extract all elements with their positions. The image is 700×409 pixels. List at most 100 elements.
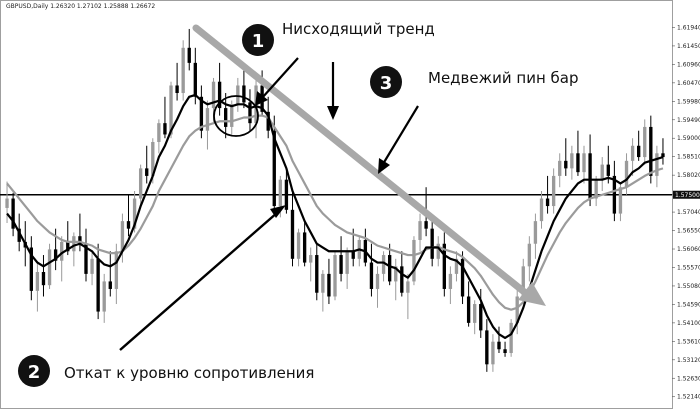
y-tick-label: 1.59000	[677, 135, 700, 142]
candle-body	[120, 221, 125, 252]
candle-body	[132, 198, 137, 229]
candle-body	[643, 126, 647, 158]
candle-body	[66, 241, 70, 252]
candle-body	[527, 243, 532, 267]
candle-body	[169, 85, 173, 135]
candle-body	[612, 175, 617, 214]
candle-body	[327, 273, 331, 297]
y-tick-label: 1.61450	[677, 43, 700, 50]
candle-body	[157, 123, 161, 142]
plot-frame	[0, 0, 673, 409]
candle-body	[72, 236, 76, 252]
candle-body	[60, 241, 64, 261]
candle-body	[333, 255, 337, 297]
candles	[5, 28, 665, 372]
candle-body	[302, 232, 307, 263]
badge-2: 2	[18, 355, 50, 387]
candle-body	[345, 251, 349, 274]
label-bearish-pinbar: Медвежий пин бар	[428, 69, 578, 87]
candle-body	[181, 47, 185, 94]
candle-body	[588, 153, 592, 199]
candle-body	[78, 236, 82, 244]
y-tick-label: 1.54100	[677, 320, 700, 327]
candle-body	[236, 85, 240, 105]
y-tick-label: 1.53610	[677, 338, 700, 345]
candle-body	[442, 243, 446, 289]
candle-body	[545, 198, 550, 207]
down-arrow	[327, 62, 339, 120]
candle-body	[278, 179, 283, 207]
candle-body	[551, 175, 556, 207]
candle-body	[309, 255, 313, 263]
highlight-ellipse	[213, 95, 259, 137]
candle-body	[126, 221, 131, 229]
arrow-pullback	[119, 205, 286, 351]
candle-body	[29, 247, 34, 291]
y-tick-label: 1.54590	[677, 301, 700, 308]
candle-body	[296, 232, 301, 259]
candle-body	[381, 255, 386, 274]
y-tick-label: 1.55080	[677, 283, 700, 290]
candle-body	[375, 273, 380, 289]
candle-body	[430, 228, 434, 259]
candle-body	[600, 164, 604, 180]
candle-body	[145, 168, 149, 176]
candle-body	[509, 322, 513, 354]
y-axis: 1.61940 1.61450 1.60960 1.60470 1.59980 1.594…	[672, 24, 700, 401]
y-tick-label: 1.57040	[677, 209, 700, 216]
badge-1-text: 1	[252, 31, 265, 52]
candle-body	[412, 239, 416, 282]
candle-body	[630, 145, 635, 161]
candle-body	[175, 85, 179, 94]
y-tick-label: 1.58510	[677, 154, 700, 161]
badge-1: 1	[242, 24, 274, 56]
candle-body	[108, 281, 112, 289]
level-price-tag	[673, 190, 700, 199]
candle-body	[618, 187, 623, 214]
candle-body	[284, 179, 289, 210]
candle-body	[248, 102, 252, 124]
resistance-level: 1.57500	[0, 190, 700, 199]
candle-body	[315, 255, 319, 293]
candle-body	[163, 123, 167, 135]
candle-body	[655, 153, 659, 176]
candle-body	[394, 266, 398, 282]
candle-body	[460, 258, 465, 297]
candle-body	[424, 221, 428, 229]
candle-body	[400, 266, 404, 293]
candle-body	[321, 273, 325, 293]
y-tick-label: 1.58020	[677, 172, 700, 179]
candle-body	[485, 330, 489, 365]
y-tick-label: 1.59490	[677, 117, 700, 124]
arrow-to-pinbar	[378, 105, 419, 174]
level-price-label: 1.57500	[675, 192, 700, 199]
label-downtrend: Нисходящий тренд	[282, 20, 435, 38]
candle-body	[217, 81, 222, 109]
ma-fast-line	[6, 93, 664, 340]
symbol-header: GBPUSD,Daily 1.26320 1.27102 1.25888 1.2…	[6, 3, 155, 10]
candle-body	[47, 249, 52, 286]
candle-body	[339, 255, 343, 274]
candle-body	[187, 47, 191, 63]
candle-body	[539, 198, 544, 222]
candle-body	[570, 153, 574, 169]
candle-body	[436, 243, 440, 259]
moving-averages	[6, 93, 664, 340]
candle-body	[576, 153, 580, 173]
candle-body	[582, 153, 586, 173]
candle-body	[290, 209, 295, 259]
y-tick-label: 1.60960	[677, 61, 700, 68]
candle-body	[503, 349, 507, 354]
y-tick-label: 1.52140	[677, 394, 700, 401]
candle-body	[558, 160, 562, 176]
candle-body	[533, 221, 538, 244]
candle-body	[636, 145, 641, 158]
y-tick-label: 1.59980	[677, 98, 700, 105]
y-tick-label: 1.56550	[677, 228, 700, 235]
y-tick-label: 1.55570	[677, 264, 700, 271]
y-tick-label: 1.53120	[677, 357, 700, 364]
trend-arrow	[192, 24, 546, 306]
badge-2-text: 2	[28, 362, 41, 383]
candle-body	[369, 262, 374, 289]
